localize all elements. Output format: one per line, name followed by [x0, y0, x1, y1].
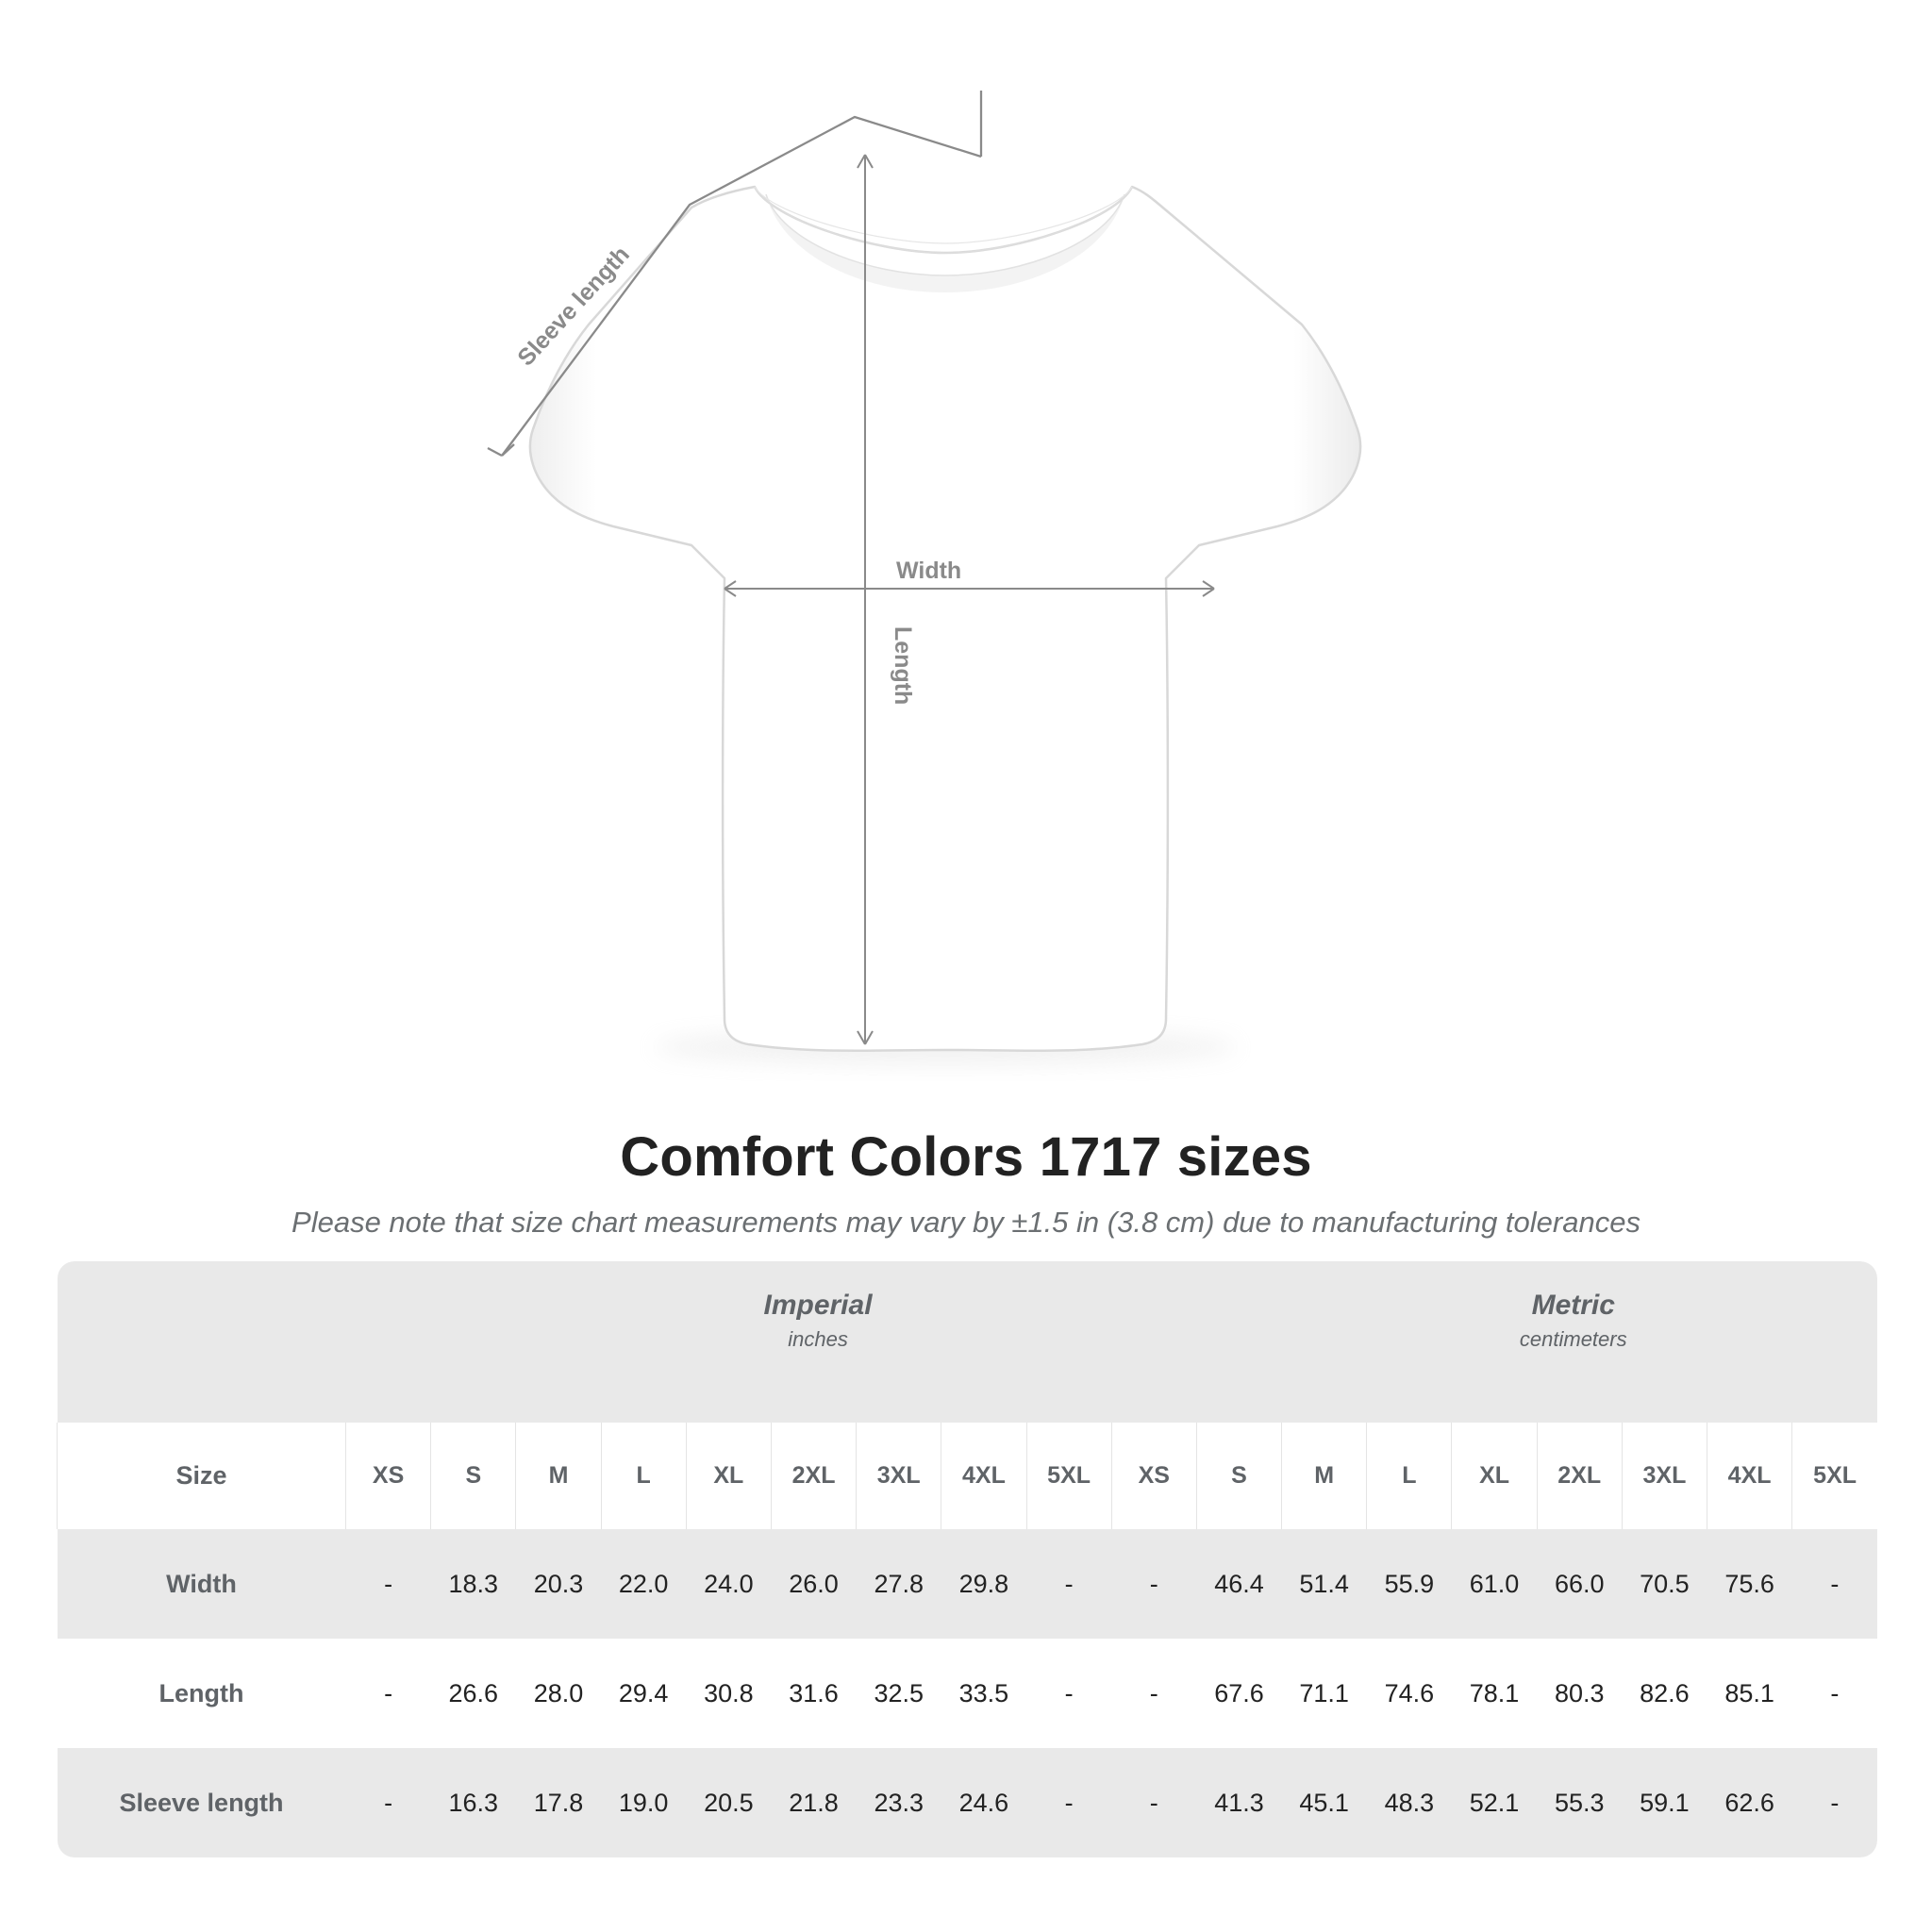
svg-text:Length: Length — [890, 626, 916, 705]
svg-text:Width: Width — [896, 558, 961, 584]
